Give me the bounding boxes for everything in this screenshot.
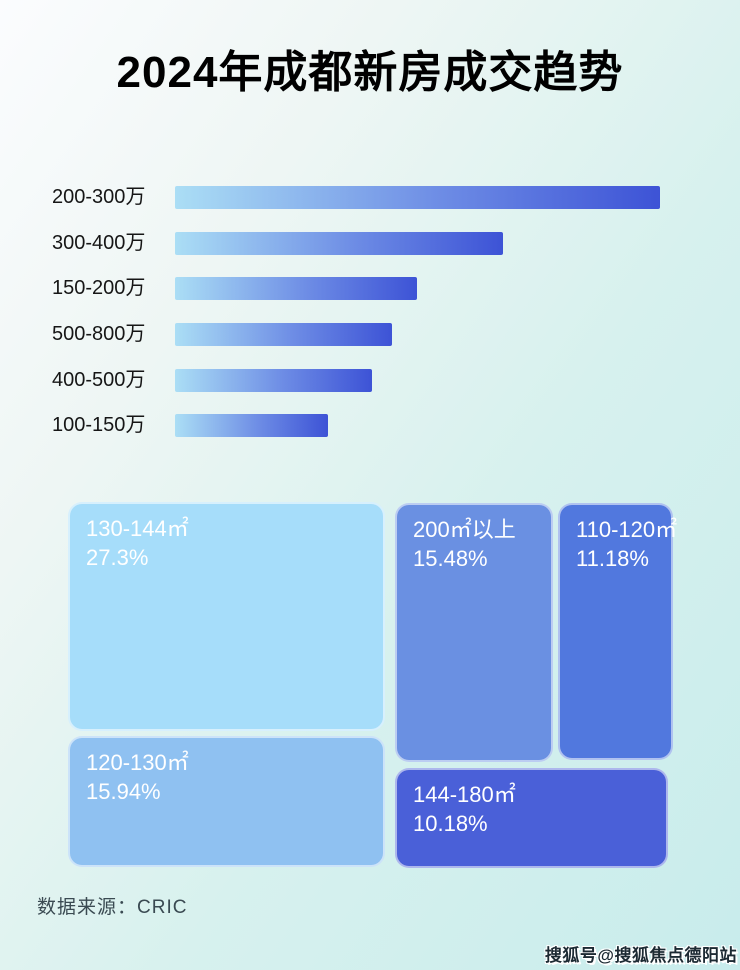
treemap-tile: 144-180㎡ 10.18% [395,768,668,868]
bar-category-label: 500-800万 [52,323,146,345]
treemap-tile: 200㎡以上 15.48% [395,503,553,762]
bar-fill [175,277,417,300]
tile-percent: 10.18% [413,811,488,836]
data-source-note: 数据来源：CRIC [37,897,188,918]
treemap-tile: 110-120㎡ 11.18% [558,503,678,760]
treemap-tile: 120-130㎡ 15.94% [68,736,385,867]
bar-fill [175,323,392,346]
bar-category-label: 400-500万 [52,369,146,391]
tile-percent: 15.48% [413,546,488,571]
tile-label: 110-120㎡ [576,517,678,542]
bar-fill [175,232,503,255]
bar-fill [175,369,372,392]
bar-row: 500-800万 [52,323,392,346]
bar-category-label: 300-400万 [52,232,146,254]
tile-label: 120-130㎡ [86,750,189,775]
tile-label: 200㎡以上 [413,517,516,542]
treemap-tile: 130-144㎡ 27.3% [68,502,385,731]
page-title: 2024年成都新房成交趋势 [116,48,624,97]
bar-row: 400-500万 [52,369,372,392]
bar-row: 300-400万 [52,232,503,255]
bar-category-label: 200-300万 [52,186,146,208]
bar-fill [175,414,328,437]
tile-percent: 15.94% [86,779,161,804]
bar-fill [175,186,660,209]
tile-percent: 27.3% [86,545,149,570]
bar-row: 100-150万 [52,414,328,437]
bar-row: 200-300万 [52,186,660,209]
bar-category-label: 150-200万 [52,277,146,299]
bar-row: 150-200万 [52,277,417,300]
bar-category-label: 100-150万 [52,414,146,436]
tile-percent: 11.18% [576,546,649,571]
watermark: 搜狐号@搜狐焦点德阳站 [544,946,737,965]
tile-label: 144-180㎡ [413,782,516,807]
tile-label: 130-144㎡ [86,516,189,541]
